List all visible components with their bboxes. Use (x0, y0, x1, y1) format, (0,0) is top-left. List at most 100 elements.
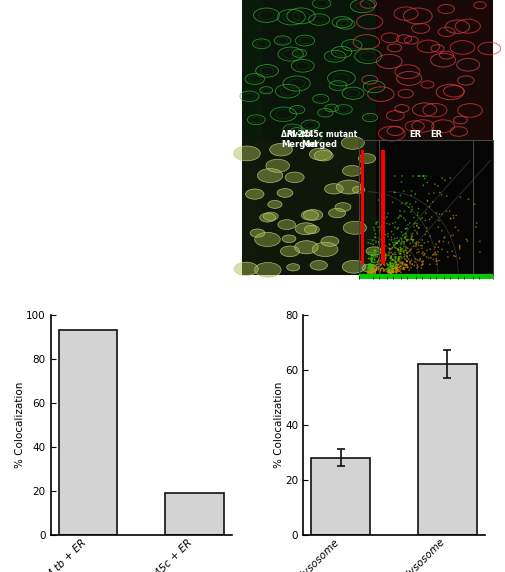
Point (408, 232, 416, 241)
Point (385, 264, 393, 273)
Point (388, 264, 396, 273)
Point (385, 240, 393, 249)
Point (398, 198, 406, 208)
Circle shape (341, 137, 364, 149)
Point (410, 213, 418, 222)
Point (376, 235, 384, 244)
Point (384, 263, 392, 272)
Point (388, 265, 396, 275)
Point (381, 241, 389, 250)
Point (392, 261, 400, 270)
Point (369, 249, 377, 259)
Point (403, 236, 411, 245)
Point (388, 254, 396, 263)
Point (376, 267, 384, 276)
Point (371, 265, 379, 274)
Point (392, 268, 400, 277)
Circle shape (310, 260, 327, 270)
Point (379, 256, 387, 265)
Circle shape (287, 264, 300, 271)
Point (386, 264, 394, 273)
Point (386, 267, 394, 276)
Point (418, 257, 426, 267)
Point (391, 234, 399, 243)
Point (377, 249, 385, 258)
Point (391, 254, 399, 263)
Point (400, 237, 408, 247)
Point (401, 232, 410, 241)
Point (364, 267, 372, 276)
Point (371, 267, 379, 276)
Point (420, 239, 428, 248)
Point (368, 258, 376, 267)
Point (390, 242, 398, 251)
Point (423, 227, 431, 236)
Point (387, 268, 395, 277)
Point (423, 178, 431, 187)
Point (384, 267, 392, 276)
Point (391, 172, 399, 181)
Text: Merged: Merged (281, 140, 317, 149)
Point (419, 257, 427, 266)
Point (392, 268, 400, 277)
Point (384, 268, 392, 277)
Point (399, 247, 408, 256)
Point (422, 209, 430, 218)
Point (368, 265, 376, 274)
Point (414, 210, 422, 220)
Circle shape (312, 243, 338, 256)
Point (389, 267, 397, 276)
Point (435, 216, 443, 225)
Point (402, 243, 410, 252)
Point (396, 268, 405, 277)
Point (388, 267, 396, 276)
Point (385, 268, 393, 277)
Point (419, 257, 427, 266)
Point (405, 255, 413, 264)
Point (399, 263, 407, 272)
Point (465, 194, 473, 204)
Circle shape (342, 165, 362, 176)
Point (394, 265, 402, 274)
Point (400, 206, 409, 216)
Point (367, 268, 375, 277)
Point (406, 257, 414, 266)
Point (371, 246, 379, 255)
Point (368, 261, 376, 271)
Point (366, 262, 374, 271)
Point (375, 256, 383, 265)
Point (403, 235, 411, 244)
Point (411, 226, 419, 235)
Point (387, 248, 395, 257)
Point (394, 253, 402, 263)
Point (368, 253, 376, 262)
Point (367, 263, 375, 272)
Point (376, 248, 384, 257)
Point (393, 265, 401, 275)
Point (401, 263, 409, 272)
Point (386, 268, 394, 277)
Point (396, 249, 404, 259)
Point (391, 218, 399, 227)
Point (395, 245, 403, 254)
Point (407, 235, 415, 244)
Bar (359, 0, 473, 140)
Point (456, 244, 464, 253)
Point (449, 213, 458, 223)
Point (376, 260, 384, 269)
Bar (381, 149, 385, 264)
Point (401, 260, 409, 269)
Bar (359, 140, 473, 275)
Point (476, 248, 484, 257)
Point (391, 223, 399, 232)
Point (389, 261, 397, 271)
Point (384, 267, 392, 276)
Point (369, 268, 377, 277)
Point (413, 219, 421, 228)
Point (393, 239, 401, 248)
Point (394, 252, 402, 261)
Bar (263, 140, 376, 275)
Point (395, 257, 403, 266)
Point (377, 260, 385, 269)
Point (400, 265, 409, 274)
